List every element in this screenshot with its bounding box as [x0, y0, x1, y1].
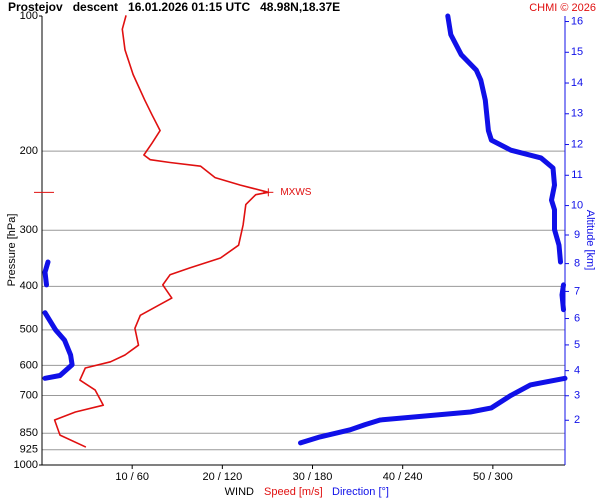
credit: CHMI © 2026	[529, 2, 596, 14]
y2-tick-label: 7	[574, 285, 580, 297]
y2-axis-label: Altitude [km]	[584, 210, 596, 271]
x-tick-label: 30 / 180	[293, 471, 333, 483]
y2-tick-label: 12	[571, 138, 583, 150]
y-tick-label: 850	[20, 427, 38, 439]
legend-direction: Direction [°]	[332, 486, 389, 498]
y-tick-label: 1000	[14, 459, 38, 471]
chart-title: Prostejov descent 16.01.2026 01:15 UTC 4…	[8, 0, 340, 14]
y2-tick-label: 2	[574, 414, 580, 426]
y-tick-label: 925	[20, 444, 38, 456]
y2-tick-label: 3	[574, 390, 580, 402]
y-axis-label: Pressure [hPa]	[6, 214, 18, 287]
y2-tick-label: 4	[574, 365, 580, 377]
x-tick-label: 50 / 300	[473, 471, 513, 483]
y-tick-label: 400	[20, 280, 38, 292]
y2-tick-label: 11	[571, 169, 582, 181]
y-tick-label: 300	[20, 224, 38, 236]
speed-line	[53, 15, 270, 448]
x-tick-label: 40 / 240	[383, 471, 423, 483]
y2-tick-label: 15	[571, 46, 583, 58]
y-tick-label: 700	[20, 389, 38, 401]
x-axis-label: WIND	[225, 486, 254, 498]
direction-line	[42, 13, 568, 446]
annotation: MXWS	[280, 187, 311, 198]
y2-tick-label: 8	[574, 258, 580, 270]
y-tick-label: 100	[20, 10, 38, 22]
y-tick-label: 200	[20, 145, 38, 157]
x-tick-label: 10 / 60	[115, 471, 149, 483]
y-tick-label: 500	[20, 324, 38, 336]
y2-tick-label: 9	[574, 229, 580, 241]
y2-tick-label: 10	[571, 199, 583, 211]
y2-tick-label: 13	[571, 108, 583, 120]
y2-tick-label: 16	[571, 15, 583, 27]
y2-tick-label: 6	[574, 312, 580, 324]
y2-tick-label: 14	[571, 77, 583, 89]
x-tick-label: 20 / 120	[202, 471, 242, 483]
y2-tick-label: 5	[574, 339, 580, 351]
legend-speed: Speed [m/s]	[264, 486, 323, 498]
y-tick-label: 600	[20, 359, 38, 371]
